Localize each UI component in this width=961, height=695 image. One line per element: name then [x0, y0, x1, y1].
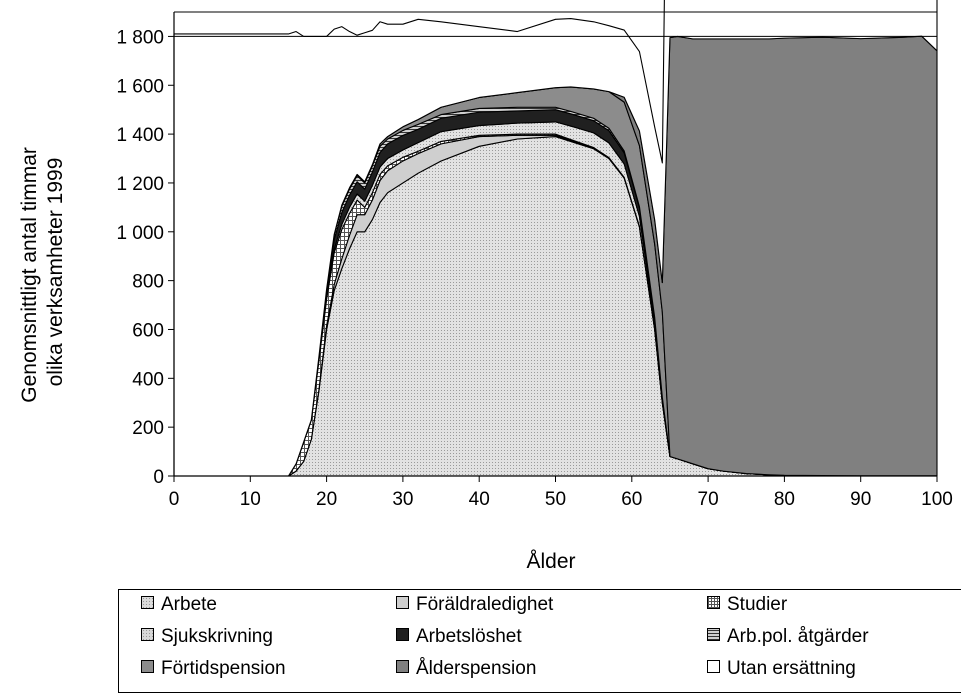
y-axis-label-line-1: Genomsnittligt antal timmar [18, 147, 41, 403]
stacked-areas [173, 0, 938, 477]
legend-item-arbetsloshet: Arbetslöshet [396, 626, 522, 648]
legend-swatch [141, 628, 154, 641]
y-tick-label: 1 400 [116, 125, 164, 146]
legend-swatch [396, 628, 409, 641]
x-tick-label: 100 [921, 489, 953, 510]
legend-item-sjukskrivning: Sjukskrivning [141, 626, 273, 648]
legend-label: Förtidspension [161, 658, 286, 679]
legend-item-utan-ersattning: Utan ersättning [707, 658, 856, 680]
legend-swatch [141, 596, 154, 609]
legend-swatch [707, 596, 720, 609]
y-ticks: 0 200 400 600 800 1 000 1 200 1 400 1 600 1 800 [116, 27, 174, 488]
legend-swatch [396, 596, 409, 609]
x-tick-label: 70 [698, 489, 719, 510]
x-tick-label: 0 [169, 489, 180, 510]
y-axis-label-line-2: olika verksamheter 1999 [44, 158, 67, 387]
legend-item-alderspension: Ålderspension [396, 658, 536, 680]
legend-swatch [141, 660, 154, 673]
legend-label: Utan ersättning [727, 658, 856, 679]
y-tick-label: 400 [132, 369, 164, 390]
legend-label: Föräldraledighet [416, 594, 554, 615]
legend-item-arb-pol-atgarder: Arb.pol. åtgärder [707, 626, 869, 648]
y-tick-label: 1 600 [116, 76, 164, 97]
x-tick-label: 30 [392, 489, 413, 510]
legend-swatch [396, 660, 409, 673]
x-axis-label: Ålder [526, 550, 575, 573]
legend-label: Studier [727, 594, 788, 615]
x-tick-label: 80 [774, 489, 795, 510]
legend-item-fortidspension: Förtidspension [141, 658, 286, 680]
y-tick-label: 0 [153, 467, 164, 488]
x-tick-label: 20 [316, 489, 337, 510]
legend-label: Arbete [161, 594, 217, 615]
y-tick-label: 1 200 [116, 174, 164, 195]
y-tick-label: 1 000 [116, 223, 164, 244]
legend-item-arbete: Arbete [141, 594, 217, 616]
legend-label: Arb.pol. åtgärder [727, 626, 869, 647]
legend-label: Ålderspension [416, 658, 537, 679]
legend-item-studier: Studier [707, 594, 787, 616]
legend: Arbete Föräldraledighet Studier Sjukskrivni… [118, 589, 961, 693]
legend-swatch [707, 660, 720, 673]
legend-swatch [707, 628, 720, 641]
x-tick-label: 40 [469, 489, 490, 510]
x-tick-label: 50 [545, 489, 566, 510]
x-tick-label: 90 [850, 489, 871, 510]
y-tick-label: 1 800 [116, 27, 164, 48]
y-axis-label: Genomsnittligt antal timmar olika verksa… [18, 141, 67, 402]
x-tick-label: 10 [240, 489, 261, 510]
x-tick-label: 60 [621, 489, 642, 510]
legend-item-foraldraledighet: Föräldraledighet [396, 594, 553, 616]
legend-label: Arbetslöshet [416, 626, 522, 647]
x-ticks: 0 10 20 30 40 50 60 70 80 90 100 [169, 476, 953, 510]
chart: 0 10 20 30 40 50 60 70 80 90 100 0 200 400 600 800 1 00… [18, 0, 953, 573]
legend-label: Sjukskrivning [161, 626, 273, 647]
y-tick-label: 200 [132, 418, 164, 439]
y-tick-label: 800 [132, 272, 164, 293]
y-tick-label: 600 [132, 320, 164, 341]
